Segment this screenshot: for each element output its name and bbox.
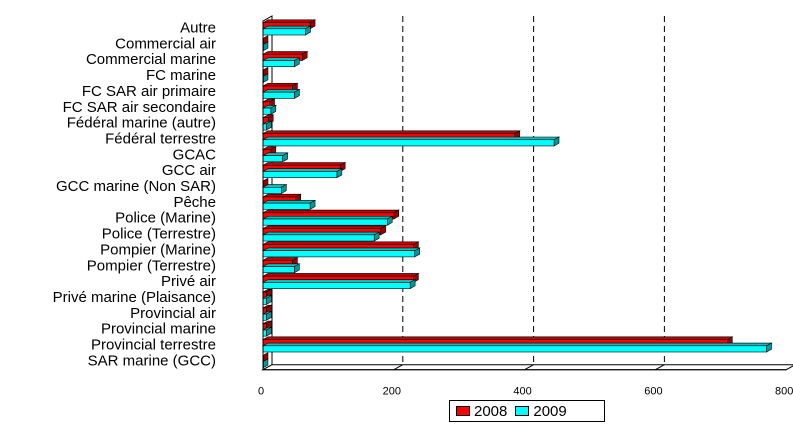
- bar-top-face: [263, 242, 418, 245]
- bar-front-face: [263, 61, 294, 67]
- category-label: Police (Terrestre): [102, 226, 216, 243]
- tick-labels: 0 200 400 600 800: [258, 386, 793, 398]
- bar-top-face: [263, 280, 415, 283]
- bars: [263, 20, 772, 368]
- legend-item-2009: 2009: [515, 403, 566, 420]
- bar-front-face: [263, 171, 337, 177]
- bar-front-face: [263, 203, 310, 209]
- category-label: FC SAR air primaire: [82, 83, 216, 100]
- category-label: Provincial air: [130, 305, 216, 322]
- category-label: FC marine: [146, 67, 216, 84]
- category-label: Privé air: [161, 273, 216, 290]
- category-label: Provincial terrestre: [91, 337, 216, 354]
- x-tick-label: 800: [775, 386, 793, 398]
- category-label: Commercial marine: [86, 51, 216, 68]
- bar-2009-8: [263, 153, 288, 162]
- bar-top-face: [263, 52, 307, 55]
- bar-2009-4: [263, 89, 299, 98]
- category-label: Police (Marine): [115, 210, 216, 227]
- bar-2009-2: [263, 58, 299, 67]
- bar-top-face: [263, 226, 386, 229]
- bar-top-face: [263, 200, 315, 203]
- category-label: GCC marine (Non SAR): [56, 178, 216, 195]
- bar-top-face: [263, 169, 342, 172]
- bar-2009-7: [263, 137, 559, 146]
- bar-2009-20: [263, 343, 772, 352]
- x-tick-label: 200: [383, 386, 401, 398]
- bar-2009-5: [263, 105, 276, 114]
- category-label: Fédéral marine (autre): [67, 115, 216, 132]
- bar-top-face: [263, 83, 297, 86]
- category-label: GCAC: [173, 146, 217, 163]
- bar-2009-11: [263, 200, 315, 209]
- bar-front-face: [263, 187, 281, 193]
- legend-swatch-2009: [515, 406, 529, 416]
- bar-top-face: [263, 131, 520, 134]
- bar-2009-14: [263, 248, 420, 257]
- bar-top-face: [263, 210, 399, 213]
- legend-label-2008: 2008: [474, 403, 507, 420]
- plot-back-wall: [263, 16, 793, 370]
- bar-top-face: [263, 216, 392, 219]
- bar-top-face: [263, 20, 315, 23]
- axes: [263, 21, 786, 370]
- bar-top-face: [263, 264, 299, 267]
- bar-top-face: [263, 248, 420, 251]
- bar-front-face: [263, 156, 283, 162]
- bar-front-face: [263, 140, 554, 146]
- bar-top-face: [263, 163, 345, 166]
- x-tick-label: 0: [258, 386, 264, 398]
- bar-2009-15: [263, 264, 299, 273]
- gridlines: [394, 16, 665, 370]
- bar-2009-0: [263, 26, 310, 35]
- bar-front-face: [263, 29, 306, 35]
- category-label: FC SAR air secondaire: [63, 99, 216, 116]
- category-label: Pompier (Marine): [100, 241, 216, 258]
- bar-2009-10: [263, 185, 286, 194]
- bar-top-face: [263, 273, 418, 276]
- bar-top-face: [263, 232, 379, 235]
- bar-top-face: [263, 89, 299, 92]
- category-label: SAR marine (GCC): [88, 352, 216, 369]
- legend-label-2009: 2009: [533, 403, 566, 420]
- category-label: Fédéral terrestre: [105, 130, 216, 147]
- floor: [263, 365, 793, 370]
- category-label: Privé marine (Plaisance): [53, 289, 216, 306]
- bar-top-face: [263, 337, 732, 340]
- bar-top-face: [263, 343, 772, 346]
- category-label: Commercial air: [115, 35, 216, 52]
- bar-top-face: [263, 137, 559, 140]
- bar-front-face: [263, 219, 387, 225]
- category-label: Pompier (Terrestre): [87, 257, 216, 274]
- category-label: Provincial marine: [101, 321, 216, 338]
- bar-2009-12: [263, 216, 392, 225]
- bar-front-face: [263, 346, 767, 352]
- bar-front-face: [263, 235, 374, 241]
- legend-swatch-2008: [456, 406, 470, 416]
- bar-top-face: [263, 194, 301, 197]
- bar-top-face: [263, 26, 310, 29]
- bar-front-face: [263, 267, 294, 273]
- legend-item-2008: 2008: [456, 403, 507, 420]
- category-label: Autre: [180, 20, 216, 37]
- bar-2009-13: [263, 232, 379, 241]
- bar-2009-9: [263, 169, 342, 178]
- bar-front-face: [263, 251, 415, 257]
- category-label: GCC air: [162, 162, 216, 179]
- x-tick-label: 600: [644, 386, 662, 398]
- category-label: Pêche: [173, 194, 216, 211]
- bar-2009-16: [263, 280, 415, 289]
- bar-top-face: [263, 258, 297, 261]
- bar-front-face: [263, 108, 271, 114]
- legend: 2008 2009: [449, 400, 605, 422]
- x-tick-label: 400: [513, 386, 531, 398]
- bar-top-face: [263, 58, 299, 61]
- bar-front-face: [263, 92, 294, 98]
- bar-front-face: [263, 282, 410, 288]
